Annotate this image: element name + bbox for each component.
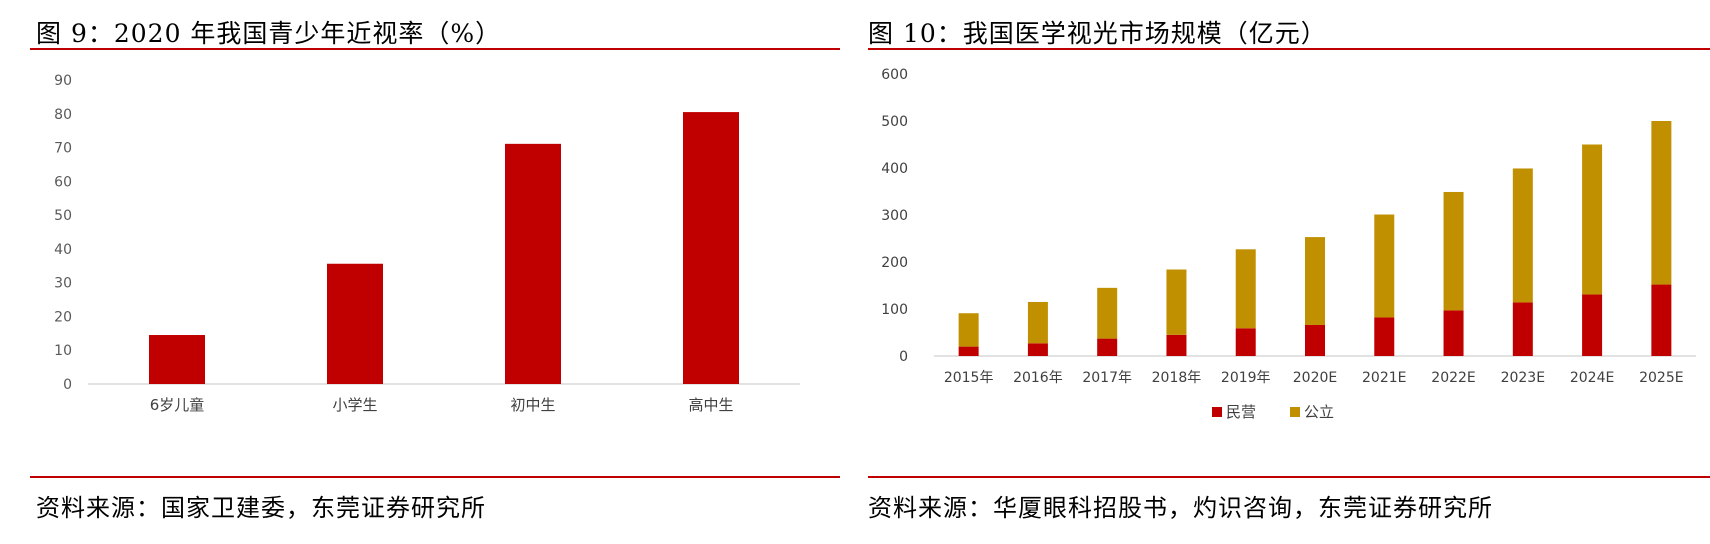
y-tick-label: 0 — [899, 349, 908, 365]
x-tick-label: 2024E — [1570, 370, 1614, 386]
left-source-rule — [30, 476, 840, 478]
bar-public-7 — [1374, 214, 1395, 318]
bar-public-2 — [1027, 301, 1048, 344]
x-tick-label: 2021E — [1362, 370, 1406, 386]
y-tick-label: 40 — [54, 242, 72, 258]
y-tick-label: 20 — [54, 309, 72, 325]
bar-public-10 — [1582, 144, 1603, 295]
legend-label-2: 公立 — [1304, 403, 1334, 421]
x-tick-label: 6岁儿童 — [150, 396, 205, 414]
bar-public-3 — [1097, 287, 1118, 339]
y-tick-label: 0 — [63, 377, 72, 393]
y-tick-label: 50 — [54, 208, 72, 224]
bar-public-4 — [1166, 269, 1187, 335]
optometry-market-stacked-bar-chart: 0 100 200 300 400 500 600 2015年 2016年 2017年 2018年 2… — [881, 67, 1696, 421]
legend-swatch-1 — [1212, 407, 1222, 417]
y-tick-label: 10 — [54, 343, 72, 359]
y-tick-label: 200 — [881, 255, 908, 271]
legend-swatch-2 — [1290, 407, 1300, 417]
x-tick-label: 2019年 — [1221, 370, 1271, 386]
bar-private-3 — [1097, 338, 1118, 356]
bar-2 — [327, 263, 383, 384]
bar-private-8 — [1443, 310, 1464, 356]
y-tick-label: 100 — [881, 302, 908, 318]
bar-private-10 — [1582, 294, 1603, 356]
left-title-rule — [30, 48, 840, 50]
bar-public-6 — [1305, 237, 1325, 325]
x-tick-label: 初中生 — [510, 396, 555, 414]
bar-private-2 — [1027, 343, 1048, 356]
x-tick-label: 2025E — [1639, 370, 1683, 386]
left-source-note: 资料来源：国家卫建委，东莞证券研究所 — [36, 494, 486, 522]
y-tick-label: 60 — [54, 174, 72, 190]
bar-1 — [149, 335, 205, 384]
right-source-rule — [868, 476, 1710, 478]
right-figure-panel: 图 10：我国医学视光市场规模（亿元） 0 100 200 300 400 500 600 2… — [868, 0, 1710, 544]
x-tick-label: 2022E — [1431, 370, 1475, 386]
y-tick-label: 90 — [54, 73, 72, 89]
bar-private-4 — [1166, 334, 1187, 356]
bar-public-1 — [958, 313, 979, 347]
bar-public-8 — [1443, 191, 1464, 311]
myopia-rate-bar-chart: 0 10 20 30 40 50 60 70 80 90 6岁儿童 小学生 初中生 高中生 — [54, 73, 800, 414]
y-tick-label: 300 — [881, 208, 908, 224]
bar-public-9 — [1512, 168, 1533, 303]
bar-private-1 — [958, 346, 979, 356]
right-figure-title: 图 10：我国医学视光市场规模（亿元） — [868, 19, 1327, 48]
bar-public-5 — [1235, 249, 1256, 329]
y-tick-label: 400 — [881, 161, 908, 177]
right-source-note: 资料来源：华厦眼科招股书，灼识咨询，东莞证券研究所 — [868, 494, 1493, 522]
x-tick-label: 2020E — [1293, 370, 1337, 386]
bar-private-11 — [1651, 284, 1672, 356]
bar-private-7 — [1374, 317, 1395, 356]
y-tick-label: 70 — [54, 141, 72, 157]
bar-private-9 — [1512, 302, 1533, 356]
x-tick-label: 2016年 — [1013, 370, 1063, 386]
x-tick-label: 2023E — [1501, 370, 1545, 386]
bar-3 — [505, 143, 561, 384]
x-tick-label: 2018年 — [1152, 370, 1202, 386]
y-tick-label: 30 — [54, 276, 72, 292]
bar-public-11 — [1651, 121, 1672, 285]
left-figure-panel: 图 9：2020 年我国青少年近视率（%） 0 10 20 30 40 50 60 70 80 9… — [0, 0, 840, 544]
y-tick-label: 600 — [881, 67, 908, 83]
left-figure-title: 图 9：2020 年我国青少年近视率（%） — [36, 19, 502, 48]
bar-private-5 — [1235, 328, 1256, 356]
x-tick-label: 小学生 — [332, 396, 377, 414]
legend-label-1: 民营 — [1226, 403, 1256, 421]
bar-private-6 — [1305, 324, 1325, 356]
y-tick-label: 500 — [881, 114, 908, 130]
bar-4 — [683, 112, 739, 384]
x-tick-label: 2015年 — [944, 370, 994, 386]
x-tick-label: 高中生 — [688, 396, 733, 414]
x-tick-label: 2017年 — [1082, 370, 1132, 386]
y-tick-label: 80 — [54, 107, 72, 123]
right-title-rule — [868, 48, 1710, 50]
